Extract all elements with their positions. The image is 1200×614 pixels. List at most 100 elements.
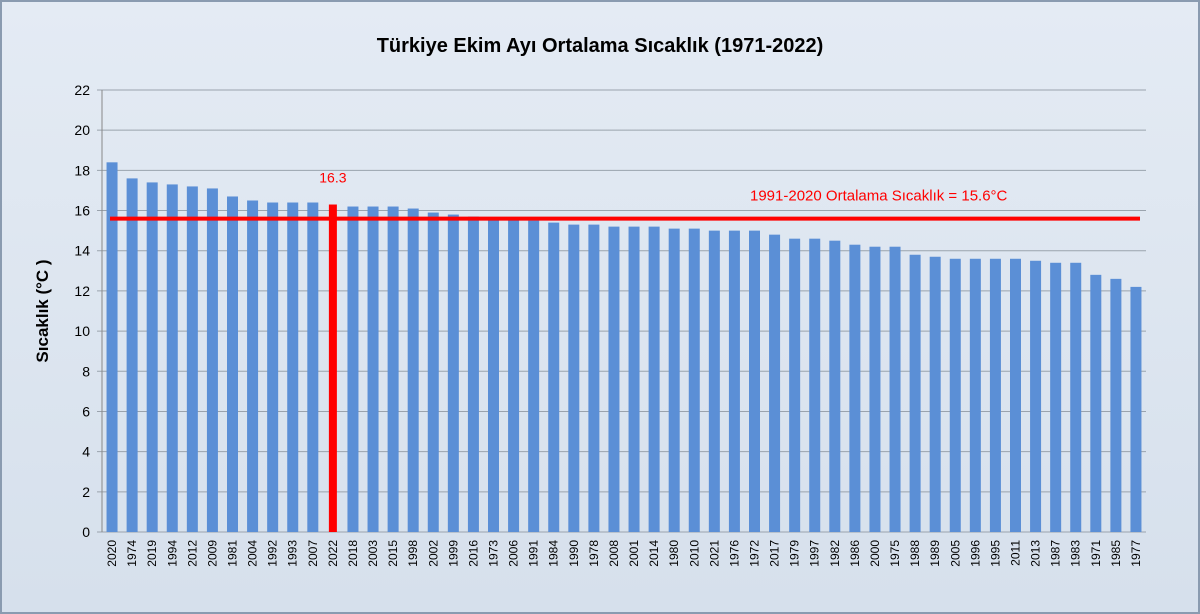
y-tick-label: 4 [82, 444, 90, 460]
bar [668, 228, 680, 533]
bar [749, 230, 760, 533]
x-tick-label: 1975 [888, 540, 902, 567]
x-tick-label: 1999 [446, 540, 460, 567]
x-tick-label: 2004 [246, 540, 260, 567]
bar [628, 226, 640, 533]
x-tick-label: 1986 [848, 540, 862, 567]
bar [427, 212, 439, 532]
x-tick-label: 1993 [286, 540, 300, 567]
bar [407, 208, 419, 532]
y-tick-label: 18 [74, 162, 90, 178]
y-tick-label: 12 [74, 283, 90, 299]
x-tick-label: 1983 [1069, 540, 1083, 567]
x-tick-label: 1981 [226, 540, 240, 567]
x-tick-label: 2015 [386, 540, 400, 567]
bar [126, 178, 138, 532]
x-tick-label: 2020 [105, 540, 119, 567]
bar [588, 224, 600, 533]
y-axis-label: Sıcaklık (°C ) [33, 259, 52, 362]
chart-title: Türkiye Ekim Ayı Ortalama Sıcaklık (1971… [377, 35, 824, 57]
x-tick-label: 2009 [205, 540, 219, 567]
x-tick-label: 2018 [346, 540, 360, 567]
bar [688, 228, 700, 533]
bar [206, 188, 218, 533]
x-tick-label: 1988 [908, 540, 922, 567]
x-tick-label: 1974 [125, 540, 139, 567]
bar [969, 258, 981, 532]
bar [1010, 258, 1021, 532]
x-tick-label: 2017 [768, 540, 782, 567]
bar [467, 216, 479, 532]
bar [548, 222, 560, 532]
bar [1130, 286, 1142, 532]
x-tick-label: 1995 [988, 540, 1002, 567]
x-tick-label: 2022 [326, 540, 340, 567]
bar [869, 246, 881, 532]
x-tick-label: 2021 [707, 540, 721, 567]
bar [849, 244, 861, 532]
bar [568, 224, 580, 533]
bar [769, 234, 781, 532]
bar [328, 204, 337, 532]
bar [909, 254, 921, 532]
bar [809, 238, 821, 532]
bar [307, 202, 319, 532]
x-tick-label: 2005 [948, 540, 962, 567]
bar [186, 186, 198, 532]
x-tick-label: 1996 [968, 540, 982, 567]
y-tick-label: 8 [82, 363, 90, 379]
x-tick-label: 1979 [788, 540, 802, 567]
x-tick-label: 1992 [266, 540, 280, 567]
x-tick-label: 2016 [466, 540, 480, 567]
bar [1110, 278, 1122, 532]
y-tick-label: 14 [74, 243, 90, 259]
x-tick-label: 2012 [185, 540, 199, 567]
x-tick-label: 2008 [607, 540, 621, 567]
y-tick-label: 0 [82, 524, 90, 540]
x-tick-label: 2013 [1029, 540, 1043, 567]
x-tick-label: 1990 [567, 540, 581, 567]
bar [708, 230, 720, 533]
x-tick-label: 1982 [828, 540, 842, 567]
bar [528, 220, 540, 532]
x-tick-label: 1984 [547, 540, 561, 567]
bar [889, 246, 901, 532]
x-tick-label: 1985 [1109, 540, 1123, 567]
bar [1090, 274, 1102, 532]
y-tick-label: 16 [74, 203, 90, 219]
x-tick-label: 2000 [868, 540, 882, 567]
x-tick-label: 2002 [426, 540, 440, 567]
bar [106, 162, 118, 532]
bar [508, 218, 520, 532]
bar [1050, 262, 1062, 532]
x-tick-label: 1994 [165, 540, 179, 567]
x-tick-label: 1980 [667, 540, 681, 567]
x-tick-label: 2001 [627, 540, 641, 567]
bar [347, 206, 359, 532]
y-tick-label: 10 [74, 323, 90, 339]
bar [608, 226, 620, 533]
x-tick-label: 1972 [748, 540, 762, 567]
bar [829, 240, 841, 532]
bar [929, 256, 941, 532]
bar [447, 214, 459, 532]
x-tick-label: 1976 [727, 540, 741, 567]
bar [227, 196, 238, 532]
y-tick-label: 20 [74, 122, 90, 138]
x-tick-label: 1987 [1049, 540, 1063, 567]
reference-label: 1991-2020 Ortalama Sıcaklık = 15.6°C [750, 188, 1008, 205]
bar [989, 258, 1001, 532]
bar [789, 238, 801, 532]
bar [728, 230, 740, 533]
bar [166, 184, 178, 532]
bar [949, 258, 961, 532]
x-tick-label: 2006 [507, 540, 521, 567]
bar [1030, 260, 1042, 532]
y-tick-label: 22 [74, 82, 90, 98]
y-tick-label: 6 [82, 403, 90, 419]
x-tick-label: 1977 [1129, 540, 1143, 567]
x-tick-label: 1991 [527, 540, 541, 567]
bar [1070, 262, 1082, 532]
